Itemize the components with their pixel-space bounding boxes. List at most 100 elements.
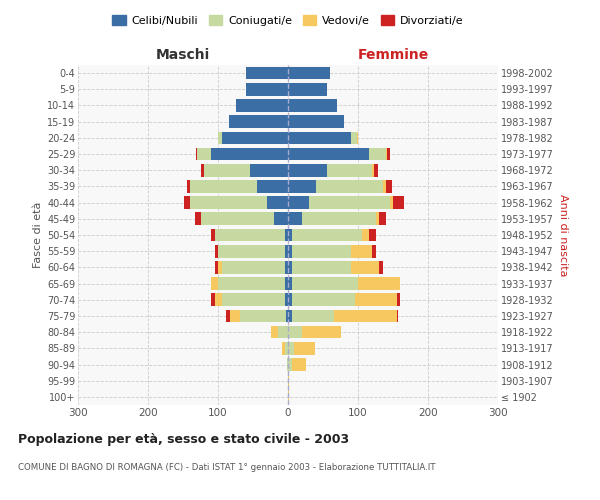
Bar (288, 358, 292, 371)
Bar (211, 278, 218, 290)
Bar (250, 164, 288, 176)
Bar (288, 228, 292, 241)
Bar (215, 245, 218, 258)
Bar (286, 310, 288, 322)
Bar (241, 310, 286, 322)
Bar (211, 228, 215, 241)
Bar (388, 148, 389, 160)
Bar (267, 196, 288, 209)
Bar (292, 358, 305, 371)
Bar (376, 212, 379, 225)
Bar (302, 212, 376, 225)
Bar (190, 196, 267, 209)
Bar (204, 164, 250, 176)
Bar (218, 132, 221, 144)
Bar (374, 164, 377, 176)
Bar (284, 245, 288, 258)
Bar (351, 261, 379, 274)
Bar (288, 326, 302, 338)
Bar (393, 196, 404, 209)
Bar (361, 228, 368, 241)
Bar (190, 180, 257, 192)
Bar (397, 294, 400, 306)
Bar (211, 148, 288, 160)
Bar (288, 164, 326, 176)
Bar (292, 310, 334, 322)
Bar (284, 278, 288, 290)
Bar (284, 342, 288, 354)
Bar (288, 294, 292, 306)
Bar (288, 99, 337, 112)
Bar (200, 164, 204, 176)
Bar (358, 278, 400, 290)
Bar (257, 180, 288, 192)
Bar (379, 212, 386, 225)
Bar (334, 310, 397, 322)
Bar (288, 278, 292, 290)
Bar (200, 212, 274, 225)
Bar (215, 228, 284, 241)
Bar (284, 294, 288, 306)
Bar (292, 261, 351, 274)
Bar (372, 164, 374, 176)
Bar (288, 390, 289, 403)
Bar (288, 116, 344, 128)
Bar (292, 278, 358, 290)
Bar (230, 310, 241, 322)
Bar (288, 132, 351, 144)
Bar (368, 148, 386, 160)
Bar (215, 294, 221, 306)
Bar (386, 180, 392, 192)
Bar (218, 245, 284, 258)
Bar (288, 67, 330, 80)
Bar (316, 180, 383, 192)
Bar (246, 83, 288, 96)
Bar (211, 294, 215, 306)
Bar (288, 212, 302, 225)
Bar (271, 326, 277, 338)
Bar (288, 310, 292, 322)
Text: COMUNE DI BAGNO DI ROMAGNA (FC) - Dati ISTAT 1° gennaio 2003 - Elaborazione TUTT: COMUNE DI BAGNO DI ROMAGNA (FC) - Dati I… (18, 462, 436, 471)
Bar (246, 67, 288, 80)
Bar (274, 212, 288, 225)
Bar (288, 374, 289, 387)
Bar (389, 196, 393, 209)
Bar (351, 132, 356, 144)
Bar (187, 180, 190, 192)
Bar (197, 148, 211, 160)
Bar (355, 294, 397, 306)
Text: Femmine: Femmine (358, 48, 428, 62)
Bar (287, 358, 288, 371)
Bar (288, 180, 316, 192)
Bar (277, 326, 288, 338)
Bar (284, 228, 288, 241)
Bar (292, 245, 351, 258)
Bar (397, 310, 398, 322)
Bar (283, 342, 284, 354)
Y-axis label: Anni di nascita: Anni di nascita (558, 194, 568, 276)
Bar (288, 83, 326, 96)
Bar (221, 132, 288, 144)
Bar (229, 116, 288, 128)
Bar (288, 148, 368, 160)
Bar (326, 164, 372, 176)
Bar (351, 245, 372, 258)
Bar (372, 245, 376, 258)
Bar (368, 228, 376, 241)
Bar (221, 294, 284, 306)
Bar (309, 196, 389, 209)
Bar (386, 148, 388, 160)
Text: Popolazione per età, sesso e stato civile - 2003: Popolazione per età, sesso e stato civil… (18, 432, 349, 446)
Bar (288, 342, 293, 354)
Bar (379, 261, 383, 274)
Bar (292, 294, 355, 306)
Bar (288, 245, 292, 258)
Bar (293, 342, 314, 354)
Text: Maschi: Maschi (156, 48, 210, 62)
Bar (356, 132, 358, 144)
Y-axis label: Fasce di età: Fasce di età (32, 202, 43, 268)
Bar (221, 261, 284, 274)
Bar (288, 196, 309, 209)
Bar (284, 261, 288, 274)
Bar (383, 180, 386, 192)
